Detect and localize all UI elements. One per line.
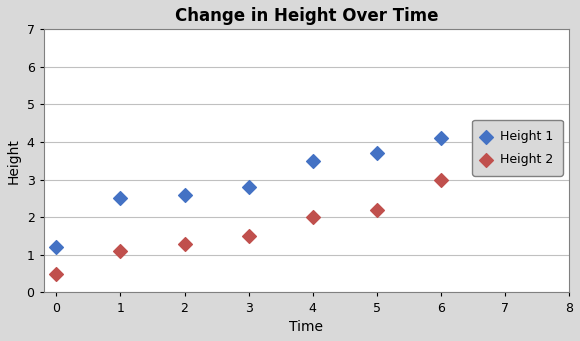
Height 2 (180, 241, 189, 246)
Legend: Height 1, Height 2: Height 1, Height 2 (472, 120, 563, 176)
Height 2 (372, 207, 382, 212)
Height 2 (308, 214, 317, 220)
Height 1 (180, 192, 189, 197)
Title: Change in Height Over Time: Change in Height Over Time (175, 7, 438, 25)
X-axis label: Time: Time (289, 320, 323, 334)
Height 1 (52, 244, 61, 250)
Height 1 (308, 158, 317, 164)
Y-axis label: Height: Height (7, 138, 21, 184)
Height 1 (436, 136, 445, 141)
Height 1 (501, 130, 510, 135)
Height 1 (244, 184, 253, 190)
Height 2 (501, 166, 510, 171)
Height 1 (116, 196, 125, 201)
Height 2 (116, 248, 125, 254)
Height 2 (52, 271, 61, 277)
Height 2 (244, 233, 253, 239)
Height 1 (372, 151, 382, 156)
Height 2 (436, 177, 445, 182)
